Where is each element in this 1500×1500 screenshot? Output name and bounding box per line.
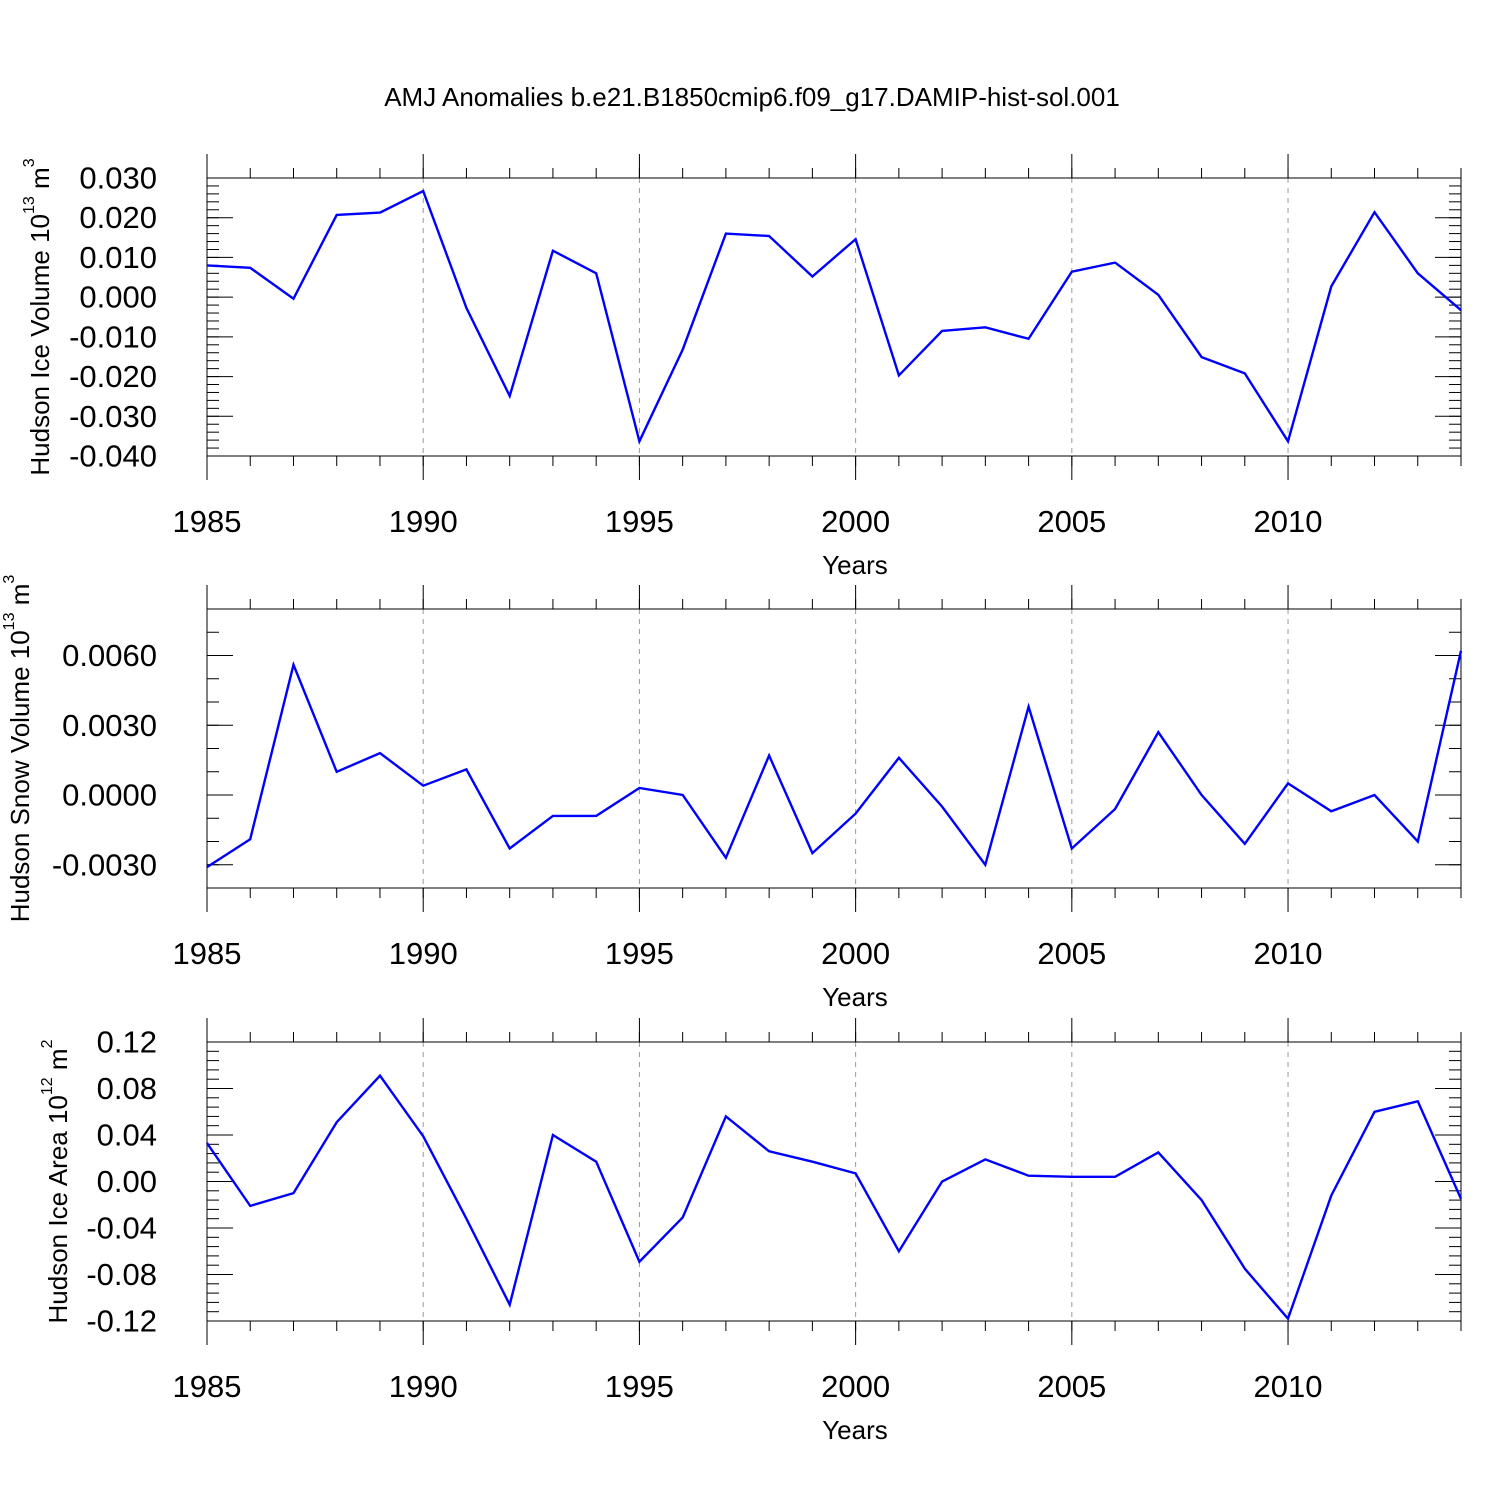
y-tick-label: -0.08 <box>86 1257 157 1292</box>
chart-panel-3: 1985 1990 1995 2000 2005 2010 0.12 0.08 0.04 0.00… <box>39 1018 1463 1445</box>
x-tick-label: 1995 <box>605 936 674 971</box>
y-tick-label: -0.020 <box>69 359 157 394</box>
plot-frame <box>206 177 1462 457</box>
y-axis-label: Hudson Snow Volume 1013 m3 <box>1 575 36 923</box>
x-tick-label: 2000 <box>821 1369 890 1404</box>
x-tick-label: 2010 <box>1254 1369 1323 1404</box>
data-line <box>206 189 1462 445</box>
y-tick-label: 0.020 <box>79 200 157 235</box>
x-axis-label: Years <box>822 982 888 1012</box>
y-tick-label: 0.010 <box>79 240 157 275</box>
y-tick-label: 0.000 <box>79 280 157 315</box>
plot-frame <box>206 1041 1462 1322</box>
x-tick-label: 2005 <box>1037 1369 1106 1404</box>
y-tick-label: 0.0030 <box>62 708 157 743</box>
y-tick-label: 0.0060 <box>62 638 157 673</box>
y-tick-label: -0.040 <box>69 439 157 474</box>
figure-title: AMJ Anomalies b.e21.B1850cmip6.f09_g17.D… <box>384 82 1120 112</box>
x-tick-label: 2000 <box>821 504 890 539</box>
y-tick-label: 0.00 <box>97 1164 157 1199</box>
x-tick-label: 1985 <box>173 1369 242 1404</box>
y-tick-label: -0.12 <box>86 1304 157 1339</box>
data-line <box>206 650 1463 869</box>
y-tick-label: -0.0030 <box>52 847 157 882</box>
x-axis-label: Years <box>822 1415 888 1445</box>
x-tick-label: 1985 <box>173 504 242 539</box>
y-axis-label: Hudson Ice Volume 1013 m3 <box>21 158 56 475</box>
data-line <box>206 1073 1463 1322</box>
y-tick-label: 0.0000 <box>62 778 157 813</box>
x-tick-label: 1990 <box>389 504 458 539</box>
plot-frame <box>206 608 1462 889</box>
x-tick-label: 2010 <box>1254 504 1323 539</box>
y-tick-label: -0.010 <box>69 319 157 354</box>
x-tick-label: 2000 <box>821 936 890 971</box>
y-tick-label: 0.04 <box>97 1118 157 1153</box>
x-tick-label: 1995 <box>605 504 674 539</box>
x-tick-label: 2005 <box>1037 936 1106 971</box>
y-axis-label: Hudson Ice Area 1012 m2 <box>39 1039 74 1323</box>
y-tick-label: -0.04 <box>86 1211 157 1246</box>
y-tick-label: 0.030 <box>79 161 157 196</box>
x-tick-label: 1995 <box>605 1369 674 1404</box>
x-tick-label: 2005 <box>1037 504 1106 539</box>
chart-panel-2: 1985 1990 1995 2000 2005 2010 0.0060 0.0030 0.00… <box>1 575 1463 1012</box>
chart-panel-1: 1985 1990 1995 2000 2005 2010 0.030 0.020 0.010 0… <box>21 154 1462 580</box>
x-tick-label: 2010 <box>1254 936 1323 971</box>
x-axis-label: Years <box>822 550 888 580</box>
y-tick-label: 0.08 <box>97 1071 157 1106</box>
x-tick-label: 1990 <box>389 1369 458 1404</box>
y-tick-label: -0.030 <box>69 399 157 434</box>
x-tick-label: 1985 <box>173 936 242 971</box>
x-tick-label: 1990 <box>389 936 458 971</box>
y-tick-label: 0.12 <box>97 1025 157 1060</box>
